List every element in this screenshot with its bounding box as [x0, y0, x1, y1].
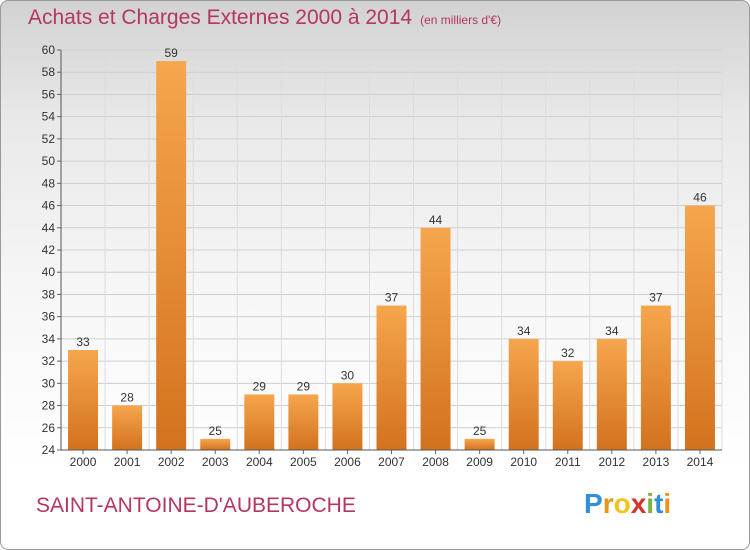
y-tick-label: 52 — [42, 132, 56, 146]
data-label: 29 — [297, 379, 311, 393]
bar — [332, 383, 363, 450]
y-tick-label: 50 — [42, 154, 56, 168]
data-label: 37 — [649, 291, 663, 305]
x-tick-label: 2001 — [114, 455, 141, 469]
x-tick-label: 2002 — [158, 455, 185, 469]
x-tick-label: 2011 — [555, 455, 581, 469]
bars-group: 33 28 59 25 29 29 30 37 44 25 34 32 34 37 46 — [68, 46, 715, 450]
x-tick-label: 2013 — [643, 455, 670, 469]
bar — [552, 361, 583, 450]
logo-letter: r — [602, 488, 614, 519]
x-tick-label: 2006 — [334, 455, 361, 469]
x-tick-label: 2005 — [290, 455, 317, 469]
x-tick-label: 2010 — [510, 455, 537, 469]
data-label: 34 — [517, 324, 531, 338]
y-tick-label: 38 — [42, 287, 56, 301]
data-label: 34 — [605, 324, 619, 338]
y-tick-label: 58 — [42, 65, 56, 79]
bar — [288, 394, 319, 450]
chart-title-unit: (en milliers d'€) — [420, 13, 502, 27]
x-tick-label: 2008 — [422, 455, 449, 469]
y-tick-label: 42 — [42, 243, 56, 257]
bar — [508, 338, 539, 450]
data-label: 32 — [561, 346, 575, 360]
bar — [68, 350, 99, 450]
x-tick-label: 2009 — [466, 455, 493, 469]
bar — [376, 305, 407, 450]
y-tick-label: 46 — [42, 199, 56, 213]
data-label: 28 — [120, 391, 134, 405]
x-tick-label: 2004 — [246, 455, 273, 469]
data-label: 46 — [693, 191, 707, 205]
bar — [420, 227, 451, 450]
data-label: 44 — [429, 213, 443, 227]
y-tick-label: 36 — [42, 310, 56, 324]
logo-letter: P — [584, 488, 603, 519]
bar — [684, 205, 715, 450]
chart-title: Achats et Charges Externes 2000 à 2014 (e… — [28, 6, 501, 30]
bar — [112, 405, 143, 450]
x-tick-label: 2012 — [598, 455, 625, 469]
bar — [156, 61, 187, 450]
logo-letter: t — [654, 488, 664, 519]
y-tick-label: 60 — [42, 43, 56, 57]
y-tick-label: 44 — [42, 221, 56, 235]
bar — [596, 338, 627, 450]
y-tick-label: 30 — [42, 376, 56, 390]
data-label: 30 — [341, 368, 355, 382]
logo-letter: o — [613, 488, 631, 519]
x-tick-label: 2003 — [202, 455, 229, 469]
data-label: 33 — [76, 335, 90, 349]
logo-letter: x — [630, 488, 647, 519]
y-tick-label: 56 — [42, 87, 56, 101]
logo-letter: i — [663, 488, 672, 519]
data-label: 25 — [473, 424, 487, 438]
chart-title-main: Achats et Charges Externes 2000 à 2014 — [28, 6, 413, 29]
x-tick-label: 2007 — [378, 455, 405, 469]
y-tick-label: 40 — [42, 265, 56, 279]
logo-letter: i — [646, 488, 655, 519]
axes-group: 24 26 28 30 32 34 36 38 40 42 44 46 48 50 52 54 56 58 60 20… — [42, 43, 722, 469]
data-label: 25 — [209, 424, 223, 438]
bar — [244, 394, 275, 450]
commune-name: SAINT-ANTOINE-D'AUBEROCHE — [36, 494, 356, 517]
bar — [640, 305, 671, 450]
data-label: 37 — [385, 291, 399, 305]
y-tick-label: 32 — [42, 354, 56, 368]
x-tick-label: 2014 — [687, 455, 714, 469]
bar — [464, 438, 495, 450]
y-tick-label: 54 — [42, 110, 56, 124]
data-label: 59 — [164, 46, 178, 60]
proxiti-logo: Proxiti — [584, 488, 671, 520]
x-tick-label: 2000 — [70, 455, 97, 469]
data-label: 29 — [253, 379, 267, 393]
y-tick-label: 28 — [42, 399, 56, 413]
y-tick-label: 48 — [42, 176, 56, 190]
y-tick-label: 24 — [42, 443, 56, 457]
y-tick-label: 34 — [42, 332, 56, 346]
y-tick-label: 26 — [42, 421, 56, 435]
bar — [200, 438, 231, 450]
